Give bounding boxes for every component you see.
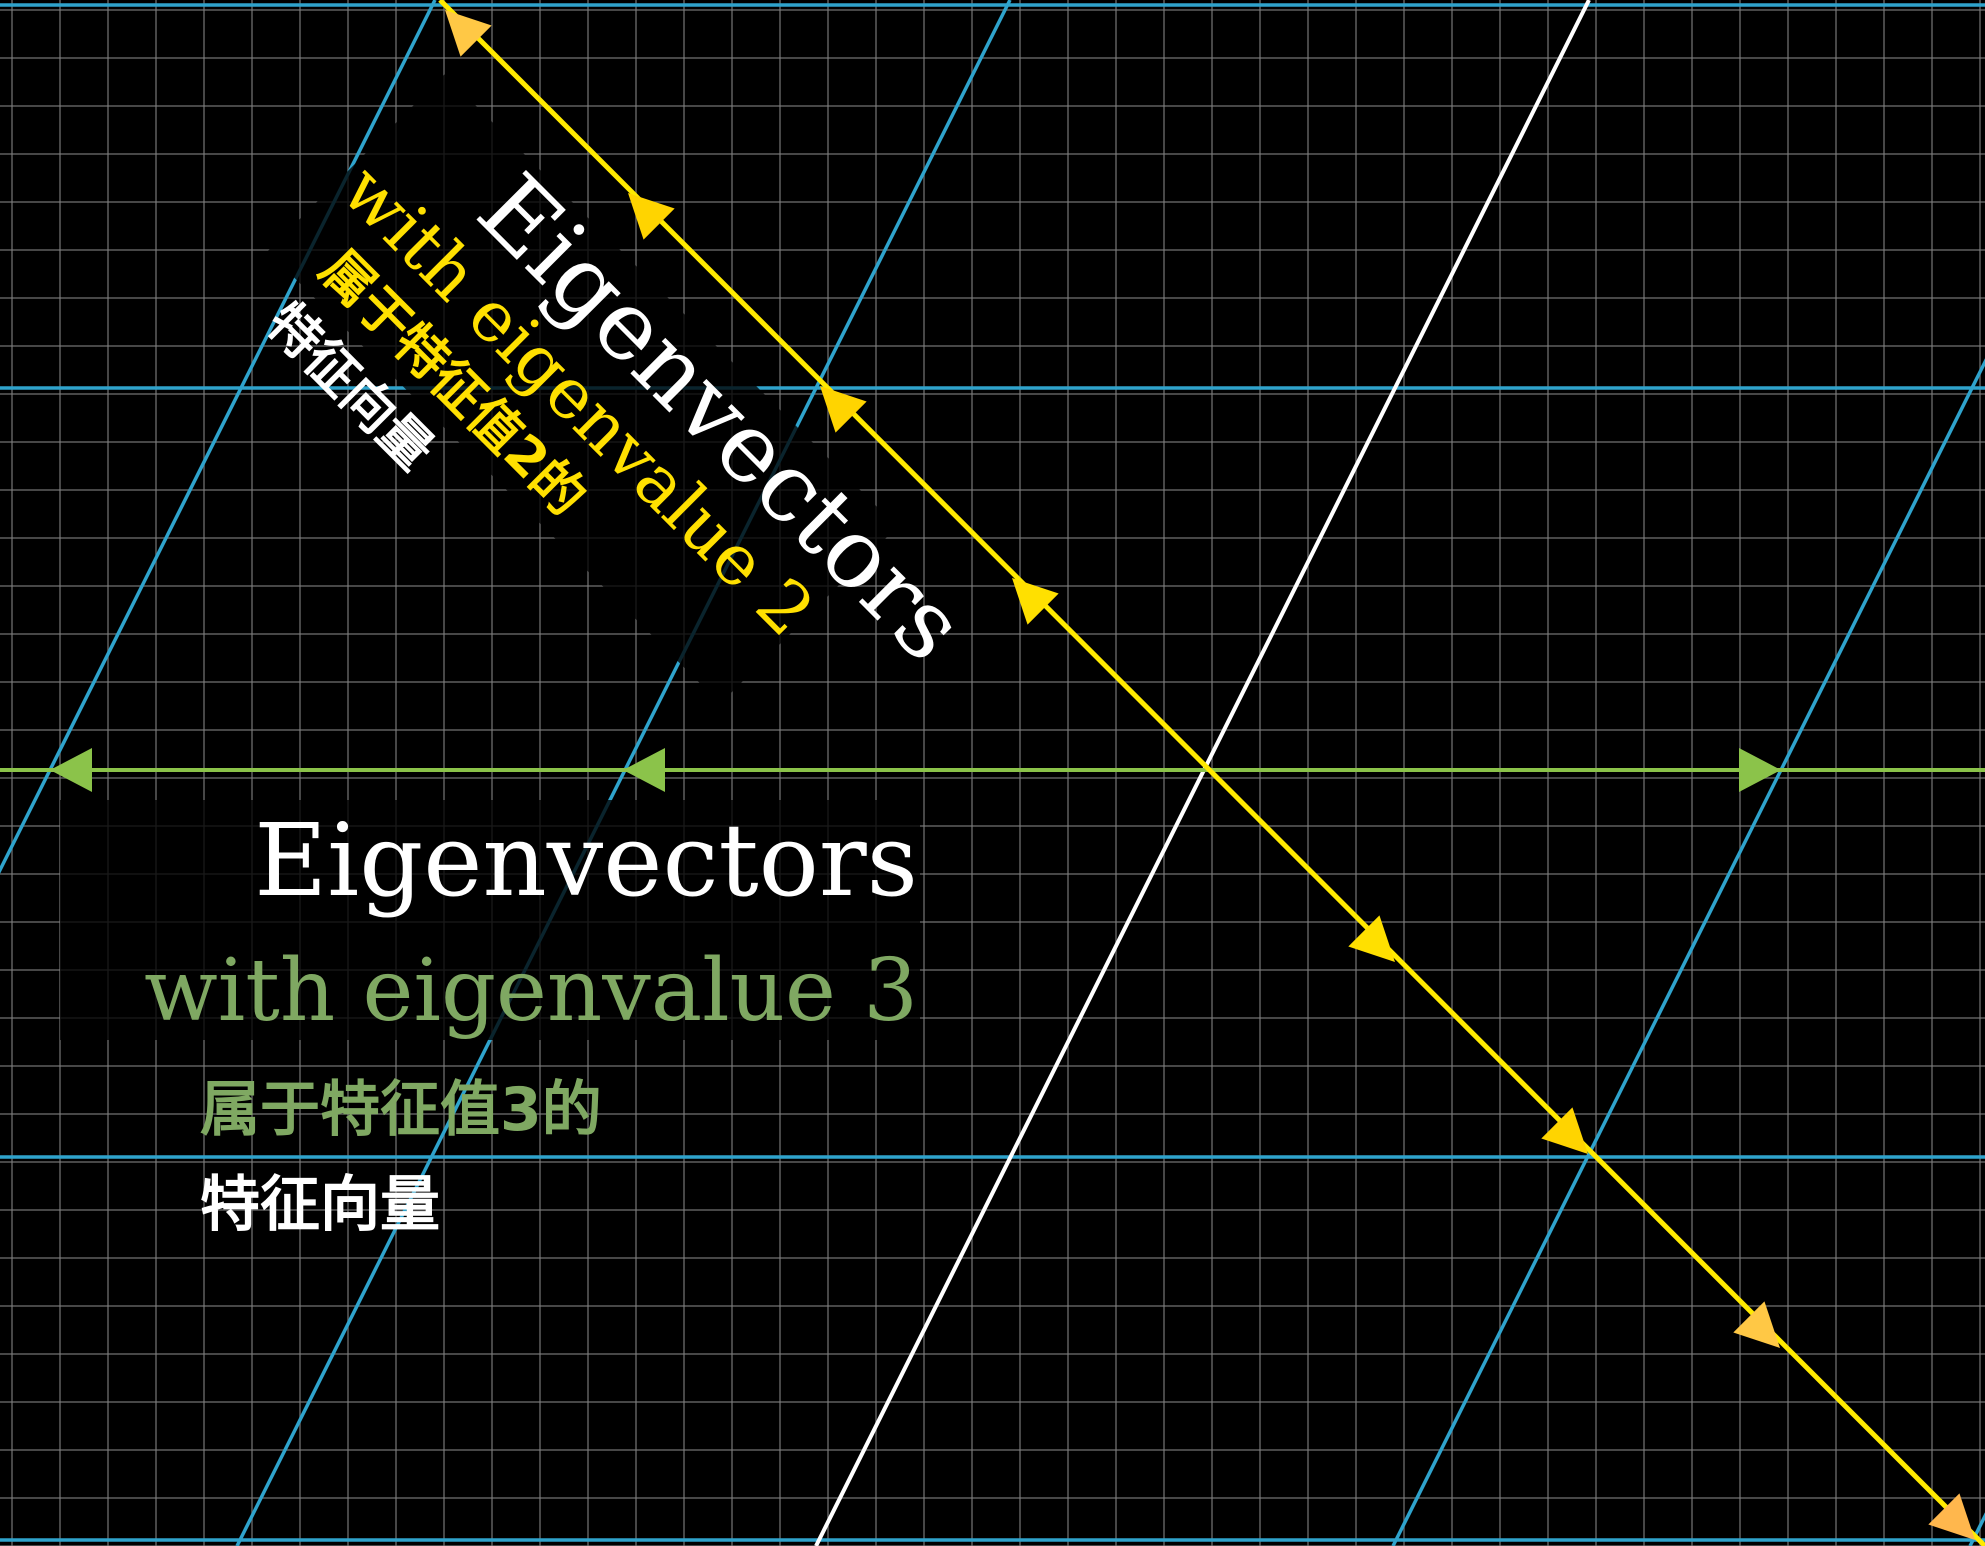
label-backdrop <box>60 800 920 1040</box>
transformed-grid-line <box>1391 358 1985 1546</box>
eigenvalue-3-label: Eigenvectors with eigenvalue 3 属于特征值3的 特… <box>60 800 920 1240</box>
label-backdrop <box>267 74 898 704</box>
transformed-grid-line <box>235 0 1012 1546</box>
eigenline-eigenvalue-3 <box>0 748 1985 792</box>
eigen3-chinese-line2: 特征向量 <box>200 1170 440 1240</box>
green-eigenvector-arrow <box>50 748 92 792</box>
eigen3-subtitle: with eigenvalue 3 <box>144 941 918 1041</box>
green-eigenvector-arrow <box>1739 748 1781 792</box>
green-eigenvector-arrow <box>623 748 665 792</box>
eigen3-title: Eigenvectors <box>254 802 918 919</box>
transformed-basis-line <box>814 0 1591 1546</box>
eigen3-chinese-line1: 属于特征值3的 <box>200 1075 602 1145</box>
